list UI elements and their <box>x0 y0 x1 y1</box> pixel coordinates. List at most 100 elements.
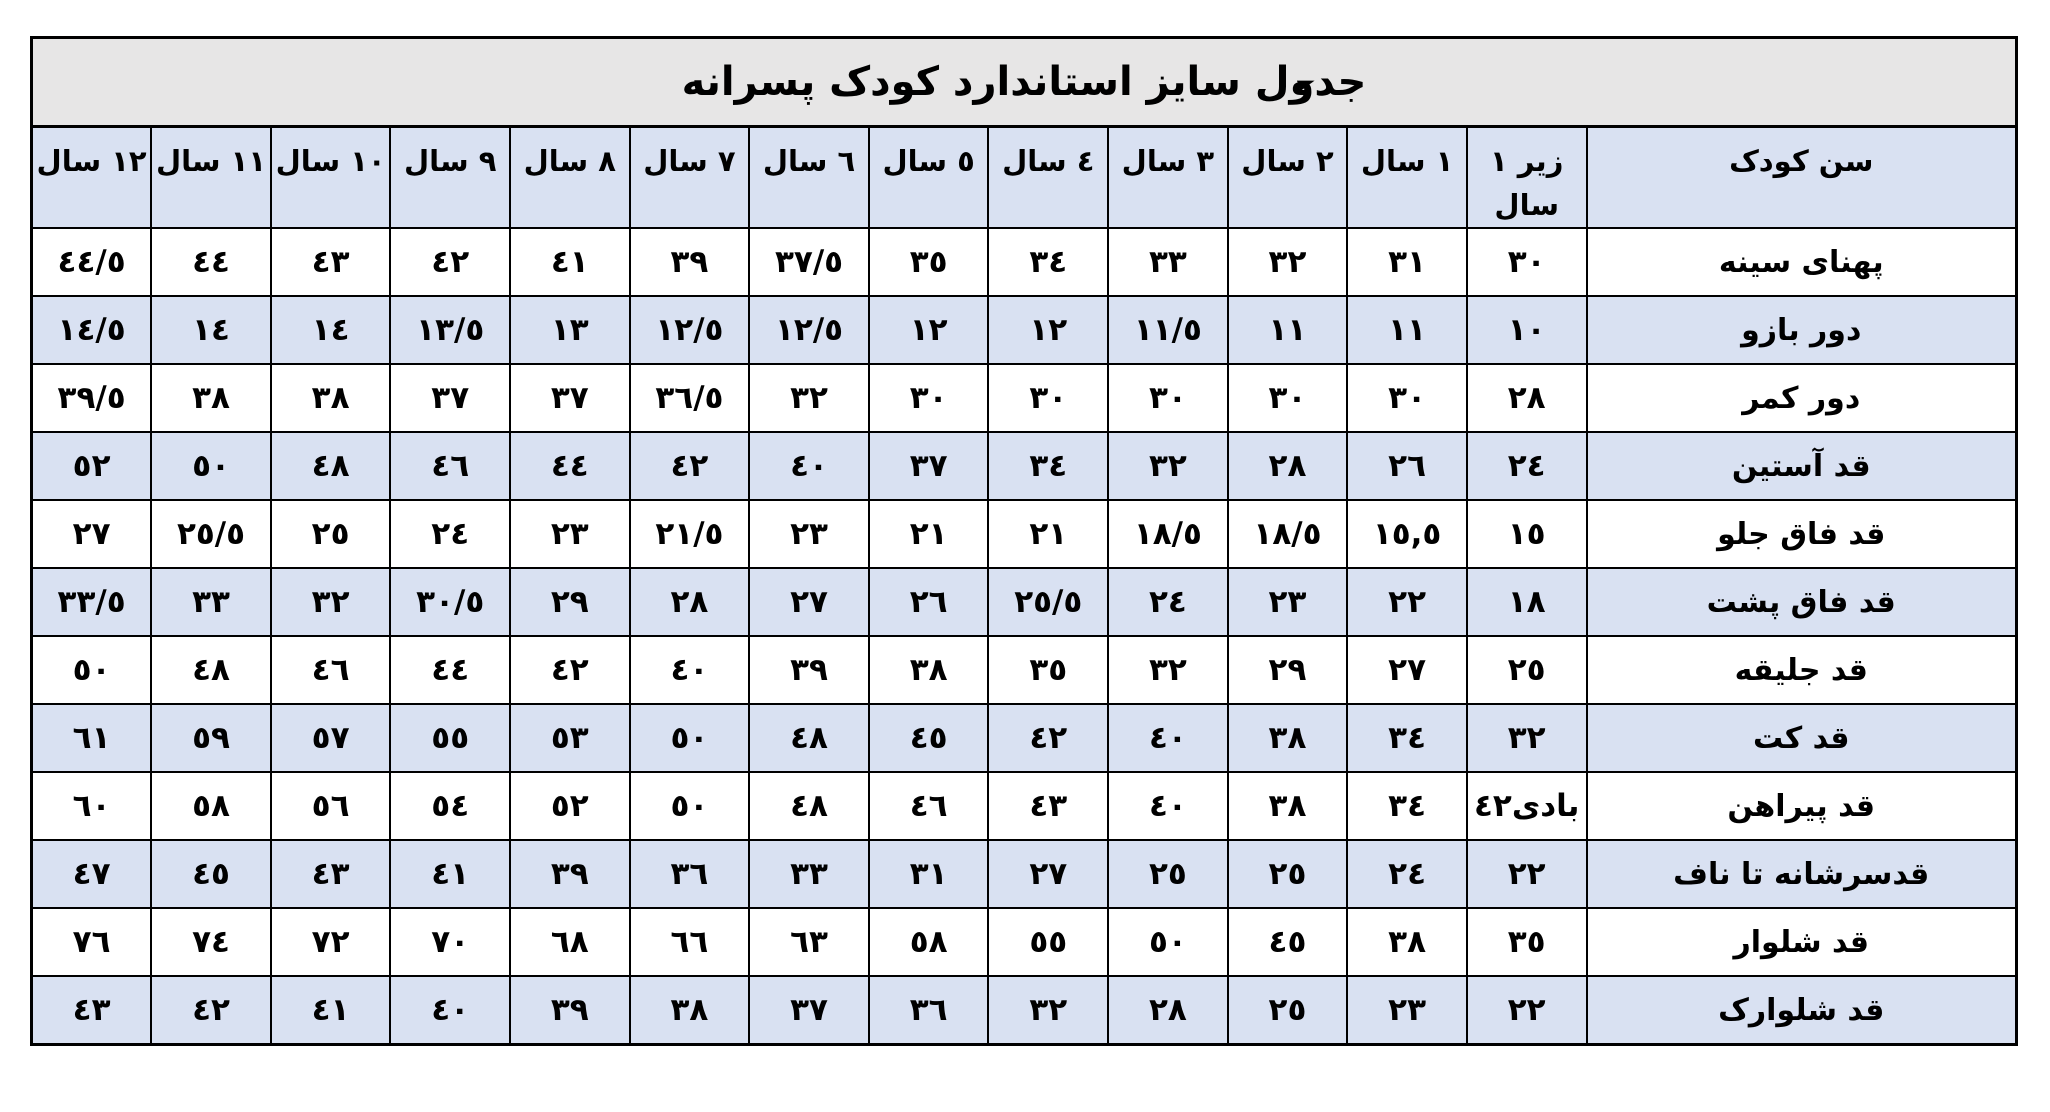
size-value-cell: ٣٩ <box>628 227 751 297</box>
size-value-cell: ٣٢ <box>987 975 1110 1046</box>
age-column-header: ٣ سال <box>1107 125 1229 229</box>
size-value-cell: ١١ <box>1346 295 1468 365</box>
table-row: قد فاق جلو ١٥ ١٥,٥ ١٨/٥ ١٨/٥ ٢١ ٢١ ٢٣ ٢١/٥ ٢٣ ٢٤ ٢٥… <box>30 499 2018 569</box>
size-value-cell: ٤٥ <box>150 839 272 909</box>
size-value-cell: ٣٧ <box>867 431 990 501</box>
size-value-cell: ٤٣ <box>269 839 392 909</box>
size-value-cell: ٤٣ <box>987 771 1110 841</box>
size-value-cell: ٢٥ <box>1226 839 1349 909</box>
size-value-cell: ١٨/٥ <box>1107 499 1229 569</box>
size-value-cell: ٣٥ <box>1465 907 1588 977</box>
age-column-header: ٤ سال <box>987 125 1110 229</box>
size-value-cell: ٤٠ <box>748 431 870 501</box>
size-value-cell: ٥٥ <box>389 703 512 773</box>
size-value-cell: ٣٨ <box>269 363 392 433</box>
size-value-cell: ١٢ <box>867 295 990 365</box>
size-value-cell: ٢٩ <box>1226 635 1349 705</box>
table-row: قدسرشانه تا ناف ٢٢ ٢٤ ٢٥ ٢٥ ٢٧ ٣١ ٣٣ ٣٦ ٣٩ ٤١ ٤٣ ٤٥ ٤… <box>30 839 2018 909</box>
table-row: دور کمر ٢٨ ٣٠ ٣٠ ٣٠ ٣٠ ٣٠ ٣٢ ٣٦/٥ ٣٧ ٣٧ ٣٨ ٣٨ ٣٩/٥ <box>30 363 2018 433</box>
age-column-header: زیر ١ سال <box>1465 125 1588 229</box>
size-value-cell: ٤٠ <box>628 635 751 705</box>
size-value-cell: ١١ <box>1226 295 1349 365</box>
size-value-cell: ٣٠ <box>987 363 1110 433</box>
size-value-cell: ٣٩ <box>509 839 631 909</box>
measurement-row-label: قدسرشانه تا ناف <box>1585 839 2018 909</box>
size-value-cell: ٥٨ <box>150 771 272 841</box>
size-value-cell: ٤٤ <box>509 431 631 501</box>
size-value-cell: ٢٧ <box>987 839 1110 909</box>
size-value-cell: ٢٨ <box>1465 363 1588 433</box>
size-value-cell: ٤٤/٥ <box>30 227 153 297</box>
size-value-cell: ٣٣ <box>1107 227 1229 297</box>
size-value-cell: ٤٥ <box>1226 907 1349 977</box>
age-column-header: ٦ سال <box>748 125 870 229</box>
title-row: جدول سایز استاندارد کودک پسرانه <box>30 36 2018 128</box>
size-value-cell: ٢١/٥ <box>628 499 751 569</box>
size-value-cell: ٣٢ <box>269 567 392 637</box>
size-value-cell: ١٥,٥ <box>1346 499 1468 569</box>
size-value-cell: ٣٦ <box>867 975 990 1046</box>
size-value-cell: ٣٣/٥ <box>30 567 153 637</box>
size-value-cell: ٣٤ <box>987 227 1110 297</box>
size-value-cell: ٣٢ <box>1226 227 1349 297</box>
size-value-cell: ٥٢ <box>509 771 631 841</box>
size-value-cell: ٦٣ <box>748 907 870 977</box>
size-value-cell: ٣٥ <box>987 635 1110 705</box>
size-value-cell: ٢٥ <box>1107 839 1229 909</box>
size-value-cell: ٣٠ <box>1465 227 1588 297</box>
size-value-cell: ٣٩ <box>748 635 870 705</box>
table-row: قد پیراهن بادی٤٢ ٣٤ ٣٨ ٤٠ ٤٣ ٤٦ ٤٨ ٥٠ ٥٢ ٥٤ ٥٦ ٥٨ ٦٠ <box>30 771 2018 841</box>
size-value-cell: ٥٠ <box>150 431 272 501</box>
size-value-cell: ٧٦ <box>30 907 153 977</box>
size-value-cell: ٣٨ <box>1226 771 1349 841</box>
size-value-cell: ٣٧ <box>748 975 870 1046</box>
table-row: پهنای سینه ٣٠ ٣١ ٣٢ ٣٣ ٣٤ ٣٥ ٣٧/٥ ٣٩ ٤١ ٤٢ ٤٣ ٤٤ ٤٤/٥ <box>30 227 2018 297</box>
size-value-cell: ٤٣ <box>269 227 392 297</box>
size-value-cell: بادی٤٢ <box>1465 771 1588 841</box>
size-value-cell: ٤٨ <box>748 703 870 773</box>
size-value-cell: ٤٠ <box>1107 703 1229 773</box>
size-table: جدول سایز استاندارد کودک پسرانه سن کودک … <box>30 36 2018 1046</box>
size-value-cell: ٥٥ <box>987 907 1110 977</box>
size-value-cell: ٢٣ <box>1346 975 1468 1046</box>
size-value-cell: ٦٦ <box>628 907 751 977</box>
size-value-cell: ٢١ <box>867 499 990 569</box>
size-value-cell: ٣٢ <box>1107 635 1229 705</box>
table-row: قد کت ٣٢ ٣٤ ٣٨ ٤٠ ٤٢ ٤٥ ٤٨ ٥٠ ٥٣ ٥٥ ٥٧ ٥٩ ٦١ <box>30 703 2018 773</box>
measurement-row-label: قد کت <box>1585 703 2018 773</box>
size-value-cell: ٣٢ <box>1107 431 1229 501</box>
table-row: قد فاق پشت ١٨ ٢٢ ٢٣ ٢٤ ٢٥/٥ ٢٦ ٢٧ ٢٨ ٢٩ ٣٠/٥ ٣٢ ٣٣ ٣٣… <box>30 567 2018 637</box>
measurement-row-label: قد شلوار <box>1585 907 2018 977</box>
size-value-cell: ٢١ <box>987 499 1110 569</box>
age-column-header: ٥ سال <box>867 125 990 229</box>
size-value-cell: ٢٨ <box>628 567 751 637</box>
size-value-cell: ١٨/٥ <box>1226 499 1349 569</box>
size-value-cell: ٣٠ <box>1226 363 1349 433</box>
size-value-cell: ٧٤ <box>150 907 272 977</box>
age-column-header: ٩ سال <box>389 125 512 229</box>
size-value-cell: ١٢ <box>987 295 1110 365</box>
table-row: قد جلیقه ٢٥ ٢٧ ٢٩ ٣٢ ٣٥ ٣٨ ٣٩ ٤٠ ٤٢ ٤٤ ٤٦ ٤٨ ٥٠ <box>30 635 2018 705</box>
size-value-cell: ١٥ <box>1465 499 1588 569</box>
size-value-cell: ٢٣ <box>509 499 631 569</box>
age-column-header: ٢ سال <box>1226 125 1349 229</box>
size-value-cell: ٢٥ <box>1465 635 1588 705</box>
size-value-cell: ٣٢ <box>1465 703 1588 773</box>
size-value-cell: ١٣/٥ <box>389 295 512 365</box>
size-value-cell: ٣٢ <box>748 363 870 433</box>
size-value-cell: ٣٣ <box>150 567 272 637</box>
size-value-cell: ٤٢ <box>509 635 631 705</box>
size-value-cell: ٢٣ <box>748 499 870 569</box>
measurement-row-label: دور کمر <box>1585 363 2018 433</box>
size-value-cell: ٤٤ <box>150 227 272 297</box>
age-column-header: ١٠ سال <box>269 125 392 229</box>
size-value-cell: ٤٦ <box>867 771 990 841</box>
size-value-cell: ٤١ <box>269 975 392 1046</box>
measurement-row-label: پهنای سینه <box>1585 227 2018 297</box>
age-column-header: ١٢ سال <box>30 125 153 229</box>
size-value-cell: ٤٢ <box>628 431 751 501</box>
age-column-header: ٧ سال <box>628 125 751 229</box>
size-value-cell: ٣٧/٥ <box>748 227 870 297</box>
size-value-cell: ٧٠ <box>389 907 512 977</box>
size-value-cell: ٢٥/٥ <box>150 499 272 569</box>
